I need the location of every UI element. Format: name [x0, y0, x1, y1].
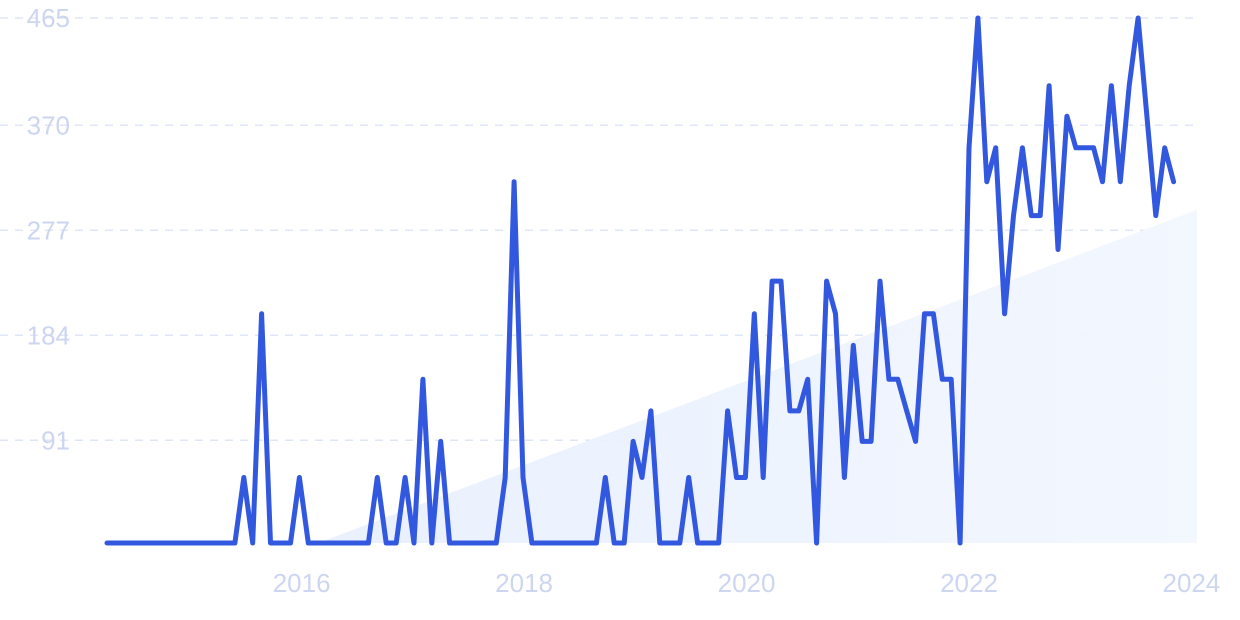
x-tick-label: 2016	[273, 568, 331, 598]
y-tick-label: 184	[27, 320, 70, 350]
y-tick-label: 465	[27, 3, 70, 33]
y-tick-label: 91	[41, 425, 70, 455]
x-tick-label: 2022	[940, 568, 998, 598]
y-axis-tick-labels: 91 184 277 370 465	[27, 3, 70, 455]
x-tick-label: 2024	[1163, 568, 1221, 598]
y-tick-label: 277	[27, 215, 70, 245]
x-tick-label: 2020	[718, 568, 776, 598]
y-tick-label: 370	[27, 110, 70, 140]
series-line-layer	[104, 15, 1177, 546]
x-axis-tick-labels: 2016 2018 2020 2022 2024	[273, 568, 1221, 598]
x-tick-label: 2018	[495, 568, 553, 598]
